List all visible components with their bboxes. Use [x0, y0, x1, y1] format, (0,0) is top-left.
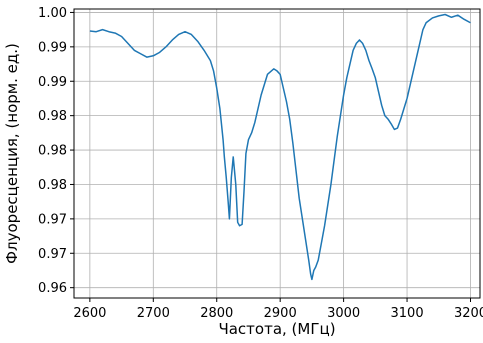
y-axis-title: Флуоресценция, (норм. ед.) — [3, 43, 21, 264]
y-tick-label-2: 0.97 — [38, 212, 67, 227]
x-tick-label-6: 3200 — [454, 306, 483, 321]
x-tick-label-2: 2800 — [200, 306, 233, 321]
x-axis-title: Частота, (МГц) — [218, 320, 335, 338]
grid — [74, 9, 480, 298]
y-tick-label-1: 0.97 — [38, 247, 67, 262]
plot-frame — [73, 8, 481, 299]
series-line-0 — [89, 13, 471, 281]
y-tick-label-4: 0.98 — [38, 144, 67, 159]
y-tick-label-3: 0.98 — [38, 178, 67, 193]
x-tick-label-1: 2700 — [137, 306, 170, 321]
y-tick-label-6: 0.99 — [38, 75, 67, 90]
y-axis: 0.96 0.97 0.97 0.98 0.98 0.98 0.99 0.99 1.00 — [38, 6, 74, 296]
x-tick-label-3: 2900 — [264, 306, 297, 321]
x-tick-label-0: 2600 — [73, 306, 106, 321]
y-tick-label-7: 0.99 — [38, 40, 67, 55]
y-tick-label-0: 0.96 — [38, 281, 67, 296]
y-tick-label-5: 0.98 — [38, 109, 67, 124]
x-axis: 2600 2700 2800 2900 3000 3100 3200 — [73, 298, 483, 321]
x-tick-label-4: 3000 — [327, 306, 360, 321]
x-tick-label-5: 3100 — [391, 306, 424, 321]
y-tick-label-8: 1.00 — [38, 6, 67, 21]
series-layer — [89, 13, 471, 281]
